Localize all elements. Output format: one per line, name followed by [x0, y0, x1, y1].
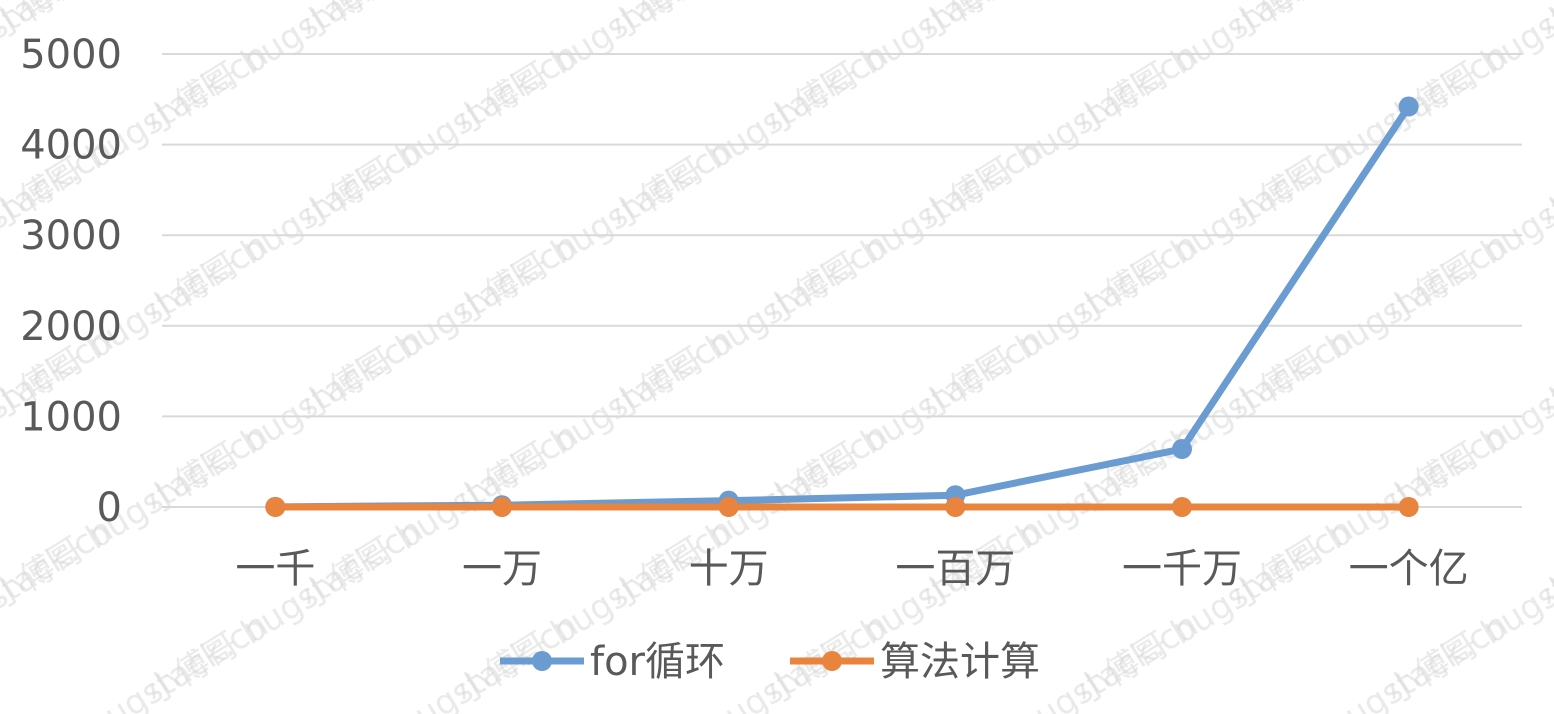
data-point [1398, 96, 1419, 117]
legend-item-2: 算法计算 [790, 639, 1040, 685]
legend-label: for循环 [590, 639, 725, 685]
data-point [1172, 497, 1192, 517]
legend-marker [822, 651, 842, 671]
y-tick-label: 2000 [20, 304, 122, 350]
data-point [265, 497, 286, 517]
y-axis: 0 1000 2000 3000 4000 5000 [20, 32, 122, 531]
x-tick-label: 十万 [689, 546, 769, 592]
x-tick-label: 一千 [235, 546, 315, 592]
legend-item-1: for循环 [500, 639, 725, 685]
x-tick-label: 一百万 [895, 546, 1015, 592]
y-tick-label: 4000 [20, 123, 122, 169]
x-tick-label: 一千万 [1122, 546, 1242, 592]
y-tick-label: 5000 [20, 32, 122, 78]
data-point [1172, 439, 1192, 460]
y-tick-label: 1000 [20, 394, 122, 440]
x-tick-label: 一万 [462, 546, 542, 592]
legend-label: 算法计算 [880, 639, 1040, 685]
series-layer [265, 96, 1419, 517]
watermark-text: 小傅哥 bugstack.cn [0, 605, 275, 714]
data-point [1398, 497, 1419, 517]
data-point [492, 497, 512, 517]
x-axis: 一千 一万 十万 一百万 一千万 一个亿 [235, 546, 1468, 592]
series-2 [265, 497, 1419, 517]
watermark-text: 小傅哥 bugstack.cn [1224, 605, 1516, 714]
legend: for循环 算法计算 [500, 639, 1040, 685]
data-point [718, 497, 739, 517]
watermark-text: 小傅哥 bugstack.cn [0, 510, 120, 713]
data-point [945, 497, 966, 517]
x-tick-label: 一个亿 [1349, 546, 1469, 592]
y-tick-label: 3000 [20, 213, 122, 259]
legend-marker [532, 651, 552, 671]
y-tick-label: 0 [97, 485, 122, 531]
